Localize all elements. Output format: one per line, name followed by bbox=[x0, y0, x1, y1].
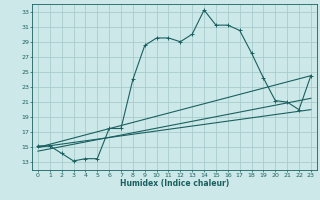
X-axis label: Humidex (Indice chaleur): Humidex (Indice chaleur) bbox=[120, 179, 229, 188]
